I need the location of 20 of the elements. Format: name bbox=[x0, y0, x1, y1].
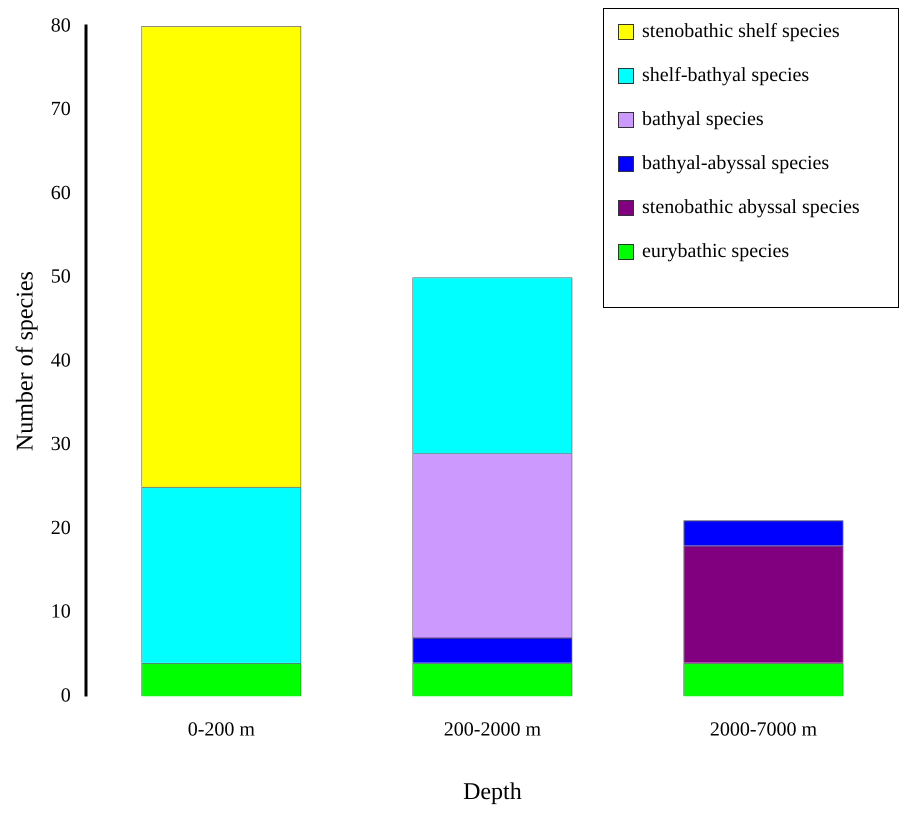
x-tick-label: 200-2000 m bbox=[444, 718, 542, 740]
legend-label: bathyal species bbox=[642, 107, 764, 131]
y-axis-title: Number of species bbox=[12, 271, 39, 452]
y-tick-label: 20 bbox=[50, 516, 71, 539]
x-tick-label: 0-200 m bbox=[188, 718, 256, 740]
x-axis-title: Depth bbox=[463, 778, 522, 805]
y-tick-label: 0 bbox=[60, 684, 71, 706]
y-tick-label: 30 bbox=[50, 433, 71, 456]
y-tick-label: 60 bbox=[50, 182, 71, 204]
legend-label: shelf-bathyal species bbox=[642, 63, 810, 87]
y-tick-label: 80 bbox=[50, 14, 71, 36]
y-tick-label: 70 bbox=[50, 98, 71, 120]
y-tick-label: 50 bbox=[50, 266, 71, 288]
legend-label: stenobathic shelf species bbox=[642, 19, 840, 43]
legend-label: stenobathic abyssal species bbox=[642, 195, 860, 219]
y-tick-label: 40 bbox=[50, 349, 71, 372]
legend-label: bathyal-abyssal species bbox=[642, 151, 830, 175]
x-tick-label: 2000-7000 m bbox=[710, 718, 818, 740]
y-tick-label: 10 bbox=[50, 600, 71, 623]
legend-label: eurybathic species bbox=[642, 239, 790, 263]
